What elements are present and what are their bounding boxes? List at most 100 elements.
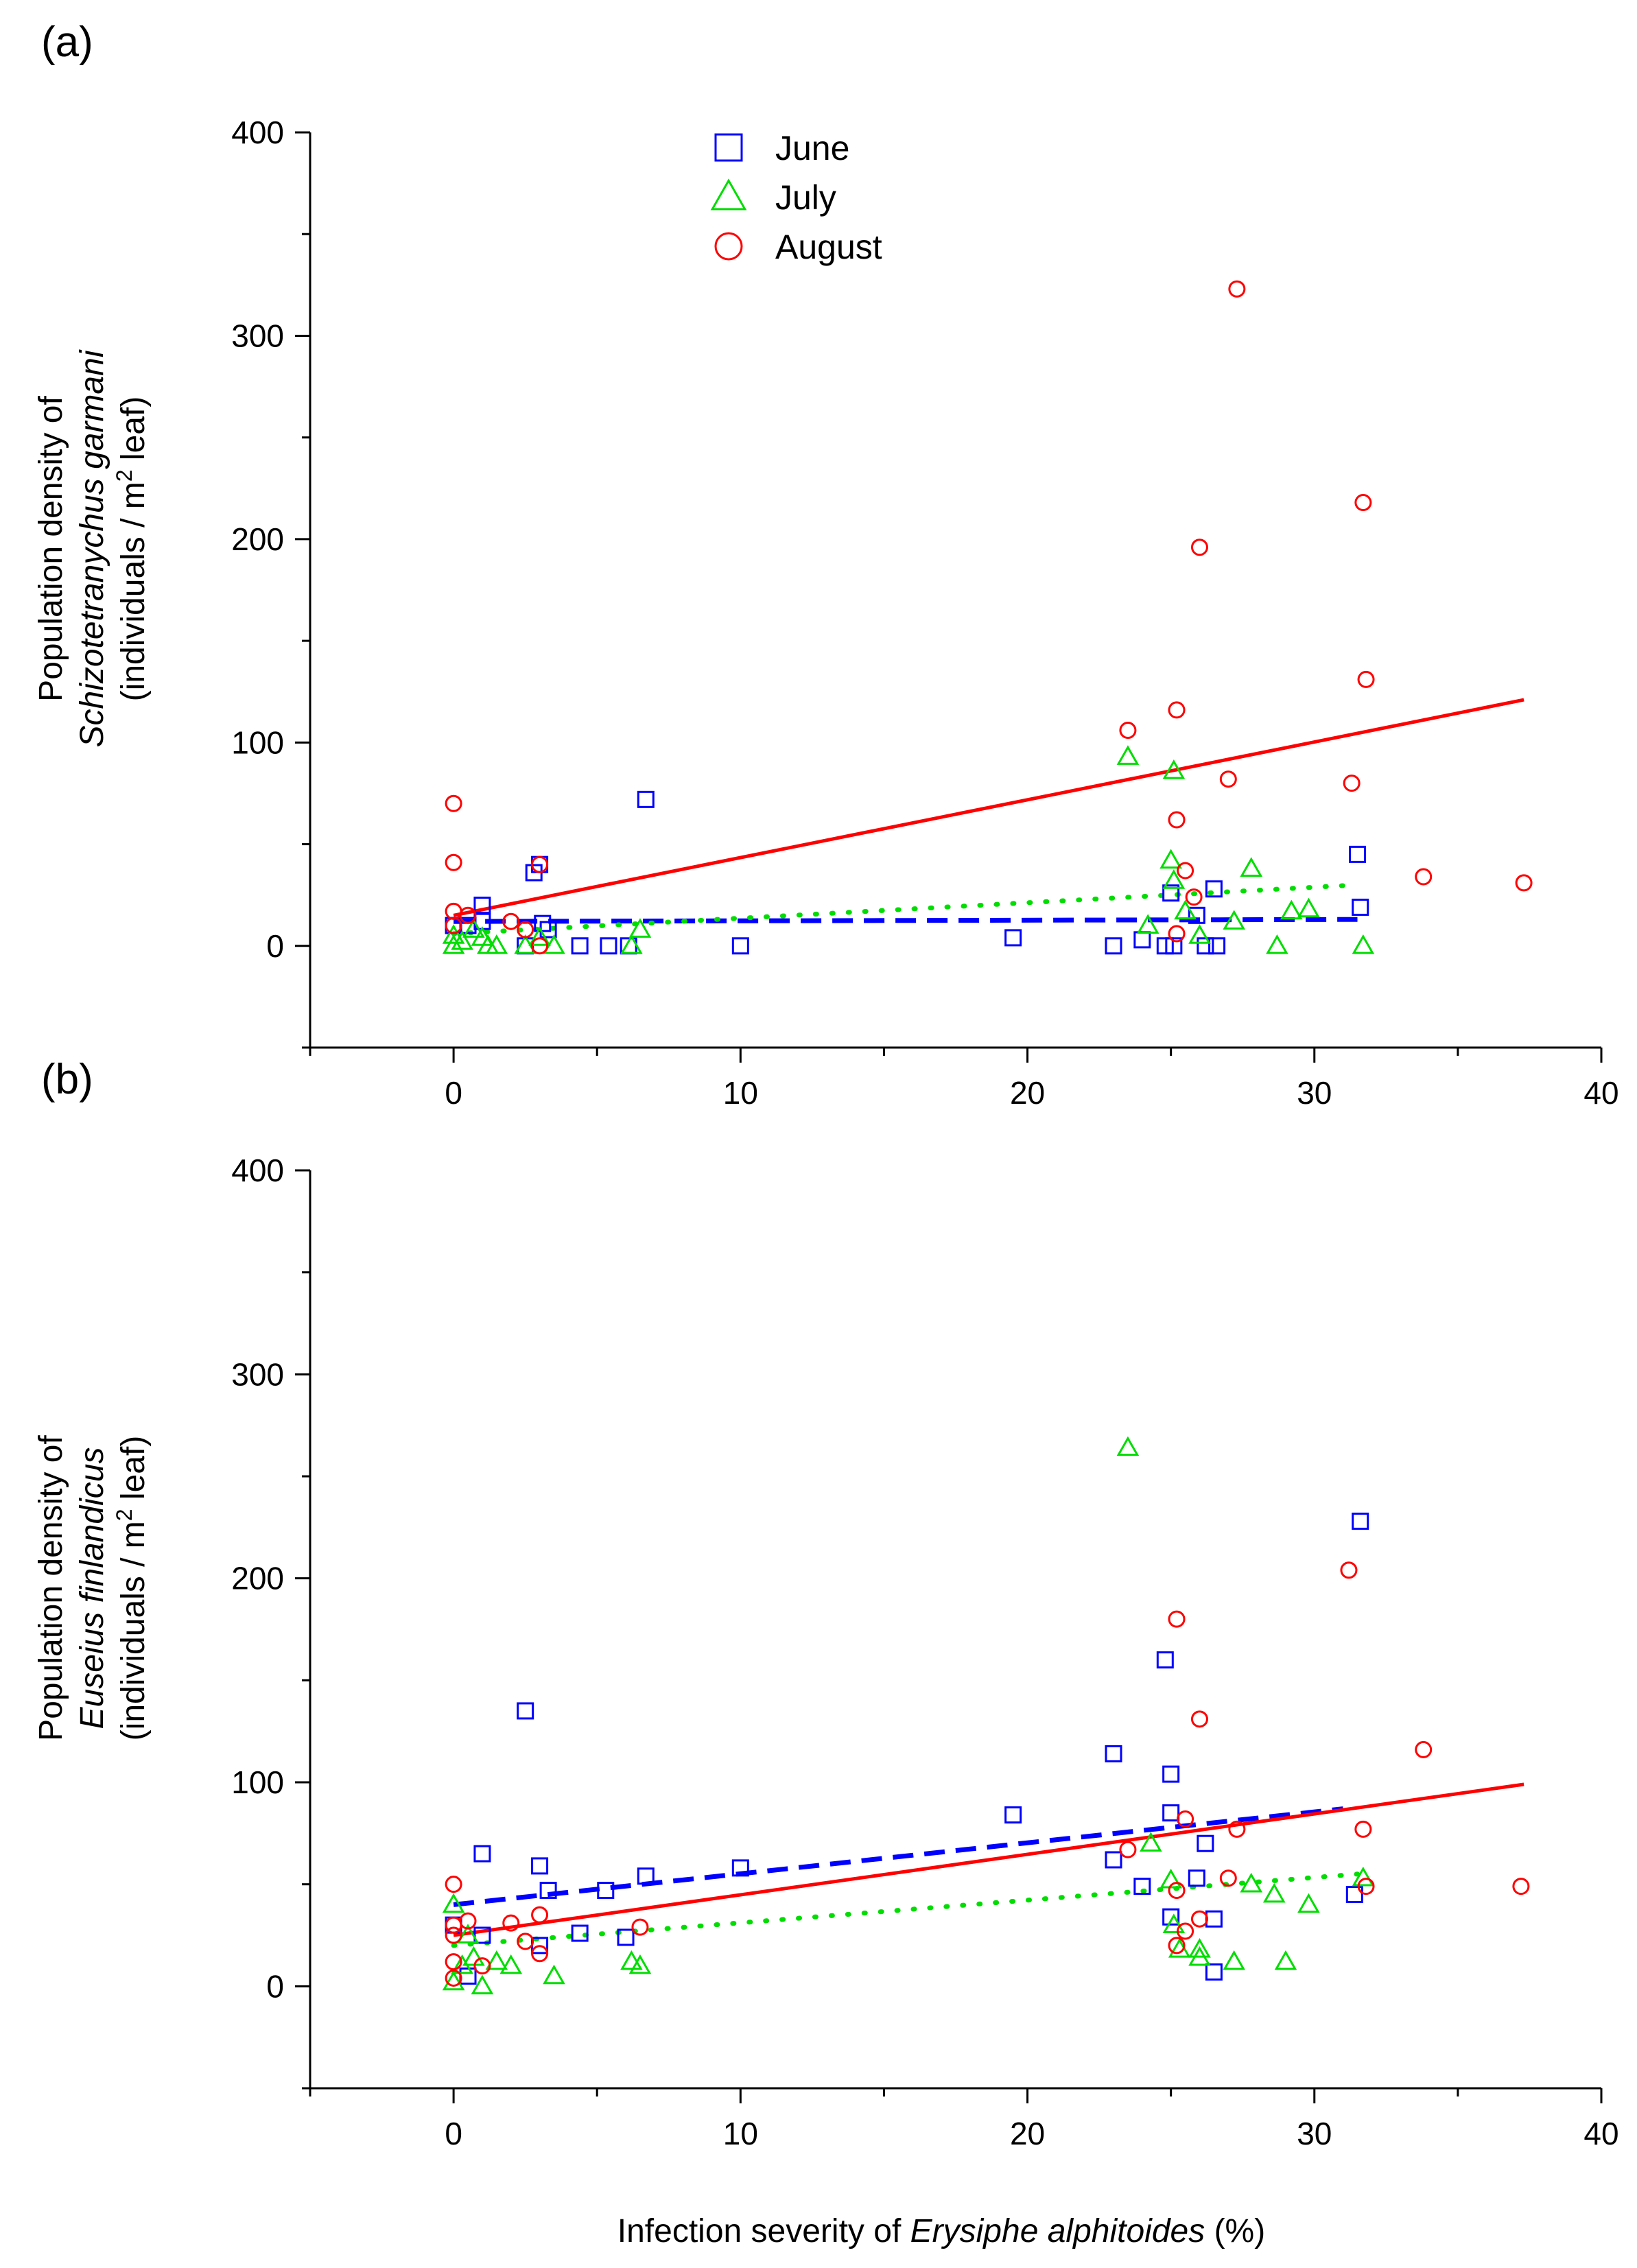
point-june: [571, 937, 589, 955]
point-july: [1352, 934, 1375, 954]
point-july: [1262, 1882, 1286, 1903]
point-june: [1162, 1908, 1180, 1926]
y-axis-title-a: Population density of Schizotetranychus …: [33, 349, 152, 747]
point-july: [1140, 1832, 1162, 1852]
point-june: [1156, 937, 1174, 955]
point-august: [1177, 862, 1194, 879]
legend-label-july: July: [775, 178, 836, 217]
point-august: [1219, 770, 1237, 788]
point-june: [731, 937, 749, 955]
point-june: [1105, 937, 1122, 955]
point-july: [543, 1964, 565, 1985]
point-august: [1190, 1910, 1208, 1928]
point-august: [1168, 1882, 1186, 1900]
point-june: [1197, 1834, 1214, 1852]
point-june: [517, 1702, 534, 1720]
point-july: [1223, 1950, 1246, 1970]
point-july: [485, 1950, 508, 1970]
point-june: [1004, 1806, 1022, 1824]
y-tick-label: 400: [231, 115, 284, 150]
point-august: [517, 921, 534, 938]
panel-b: (b) Population density of Euseius finlan…: [33, 1056, 1619, 2151]
point-july: [442, 1970, 465, 1991]
point-august: [445, 1953, 462, 1971]
point-august: [1415, 1740, 1433, 1758]
point-august: [1168, 925, 1186, 943]
point-june: [459, 1967, 477, 1985]
point-august: [445, 794, 462, 812]
point-august: [1219, 1869, 1237, 1887]
y-tick-label: 100: [231, 724, 284, 760]
point-august: [445, 902, 462, 920]
x-tick-label: 30: [1297, 1075, 1332, 1111]
point-july: [543, 934, 565, 954]
y-tick-label: 100: [231, 1764, 284, 1800]
point-june: [1352, 898, 1369, 916]
point-june: [539, 1882, 557, 1900]
point-july: [1162, 759, 1186, 779]
point-june: [1162, 1765, 1180, 1783]
point-july: [1188, 1946, 1211, 1966]
point-june: [1349, 845, 1367, 863]
point-august: [1515, 874, 1533, 892]
point-july: [620, 934, 643, 954]
legend-label-june: June: [775, 129, 849, 167]
point-june: [1197, 937, 1214, 955]
point-june: [1156, 1651, 1174, 1669]
point-august: [1357, 1878, 1375, 1895]
fit-line-july: [451, 882, 1361, 936]
point-june: [473, 896, 491, 914]
y-tick-label: 400: [231, 1153, 284, 1188]
legend-marker-june: [714, 133, 743, 162]
point-june: [1162, 1804, 1180, 1822]
panel-label-b: (b): [41, 1056, 93, 1103]
point-july: [1162, 1913, 1186, 1933]
point-august: [1512, 1878, 1530, 1895]
point-june: [1208, 937, 1226, 955]
point-june: [1352, 1512, 1369, 1530]
point-june: [731, 1859, 749, 1877]
point-june: [1205, 880, 1223, 898]
x-tick-label: 10: [723, 1075, 758, 1111]
point-june: [1105, 1851, 1122, 1869]
fit-line-july: [451, 1871, 1361, 1948]
point-june: [1188, 906, 1205, 924]
point-july: [1280, 899, 1303, 920]
point-july: [442, 934, 465, 954]
point-august: [1168, 1610, 1186, 1628]
y-tick-label: 0: [266, 1968, 284, 2004]
point-august: [531, 855, 549, 873]
point-july: [1240, 1872, 1263, 1893]
point-august: [1340, 1561, 1358, 1579]
point-july: [499, 1954, 523, 1974]
point-august: [1168, 1937, 1186, 1954]
fit-line-june: [454, 917, 1358, 924]
point-june: [1345, 1886, 1363, 1904]
point-august: [631, 1918, 649, 1936]
fit-lines-a: [451, 698, 1524, 936]
point-july: [1116, 745, 1140, 765]
point-june: [1165, 937, 1183, 955]
point-august: [1190, 539, 1208, 556]
legend-marker-august: [714, 232, 743, 261]
point-june: [534, 914, 552, 932]
point-june: [473, 1845, 491, 1863]
point-july: [1174, 899, 1197, 920]
point-august: [1168, 811, 1186, 829]
point-august: [445, 853, 462, 871]
point-june: [1004, 929, 1022, 947]
panel-a: (a) Population density of Schizotetranyc…: [33, 19, 1619, 1111]
point-july: [628, 918, 652, 938]
point-august: [1228, 1820, 1246, 1838]
point-july: [471, 1974, 494, 1995]
x-tick-label: 20: [1010, 1075, 1045, 1111]
point-august: [1354, 1820, 1372, 1838]
point-july: [462, 1946, 485, 1966]
y-title-line1-a: Population density of: [33, 396, 69, 702]
x-axis-title: Infection severity of Erysiphe alphitoid…: [617, 2213, 1265, 2249]
point-august: [459, 906, 477, 924]
point-july: [1159, 1868, 1183, 1889]
point-august: [531, 1906, 549, 1924]
point-june: [1162, 884, 1180, 902]
point-june: [600, 937, 617, 955]
